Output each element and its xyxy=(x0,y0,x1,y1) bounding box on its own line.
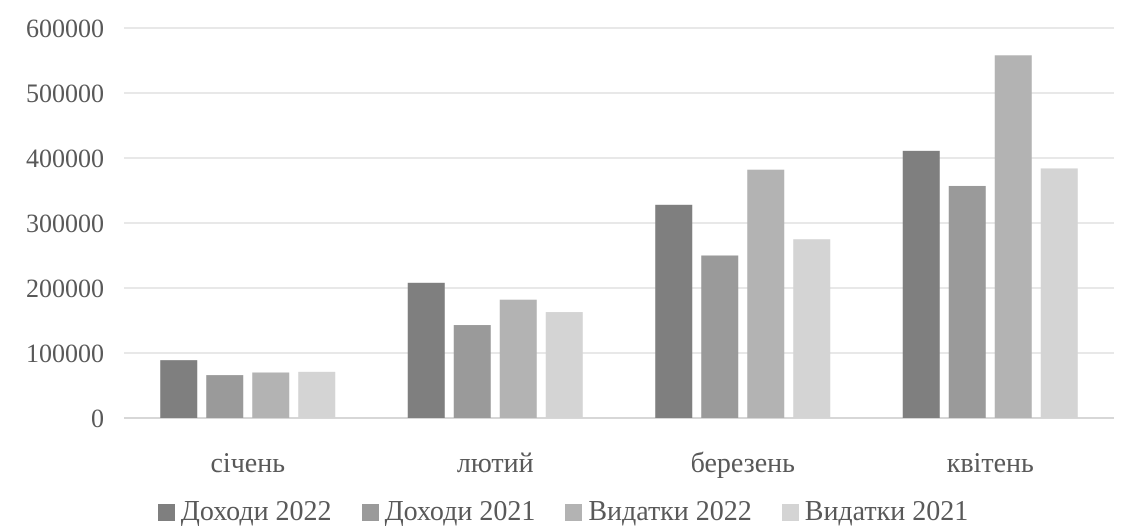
x-tick-label: квітень xyxy=(947,448,1034,479)
bar xyxy=(407,282,445,418)
legend-label: Доходи 2021 xyxy=(384,496,536,527)
bar xyxy=(453,325,491,418)
legend-swatch xyxy=(565,503,583,521)
legend-item: Видатки 2022 xyxy=(565,496,752,528)
legend-label: Видатки 2021 xyxy=(804,496,969,527)
legend-swatch xyxy=(781,503,799,521)
y-tick-label: 400000 xyxy=(26,144,104,173)
bar xyxy=(499,299,537,418)
bar-chart: 0 100000 200000 300000 400000 500000 600000 січ… xyxy=(26,14,1114,479)
bar xyxy=(793,239,831,418)
y-tick-label: 500000 xyxy=(26,79,104,108)
bar xyxy=(1040,168,1078,418)
x-tick-label: січень xyxy=(211,448,285,479)
legend-swatch xyxy=(361,503,379,521)
legend-label: Видатки 2022 xyxy=(588,496,752,527)
x-tick-label: березень xyxy=(691,448,795,479)
y-tick-label: 300000 xyxy=(26,209,104,238)
y-tick-label: 600000 xyxy=(26,14,104,43)
bar xyxy=(994,55,1032,419)
bar xyxy=(206,375,244,418)
bar xyxy=(948,185,986,418)
y-tick-label: 0 xyxy=(91,404,104,433)
legend-swatch xyxy=(157,503,175,521)
bar xyxy=(298,371,336,418)
x-tick-label: лютий xyxy=(457,448,534,479)
y-tick-label: 100000 xyxy=(26,339,104,368)
bar xyxy=(655,204,693,418)
bar xyxy=(747,169,785,418)
legend-item: Доходи 2021 xyxy=(361,496,536,528)
y-tick-label: 200000 xyxy=(26,274,104,303)
bar xyxy=(701,255,739,418)
legend-label: Доходи 2022 xyxy=(180,496,332,527)
legend-item: Доходи 2022 xyxy=(157,496,332,528)
bar xyxy=(902,150,940,418)
bar xyxy=(252,372,290,418)
bar xyxy=(160,360,198,418)
legend: Доходи 2022 Доходи 2021 Видатки 2022 Вид… xyxy=(0,496,1126,528)
legend-item: Видатки 2021 xyxy=(781,496,969,528)
bar xyxy=(545,312,583,418)
